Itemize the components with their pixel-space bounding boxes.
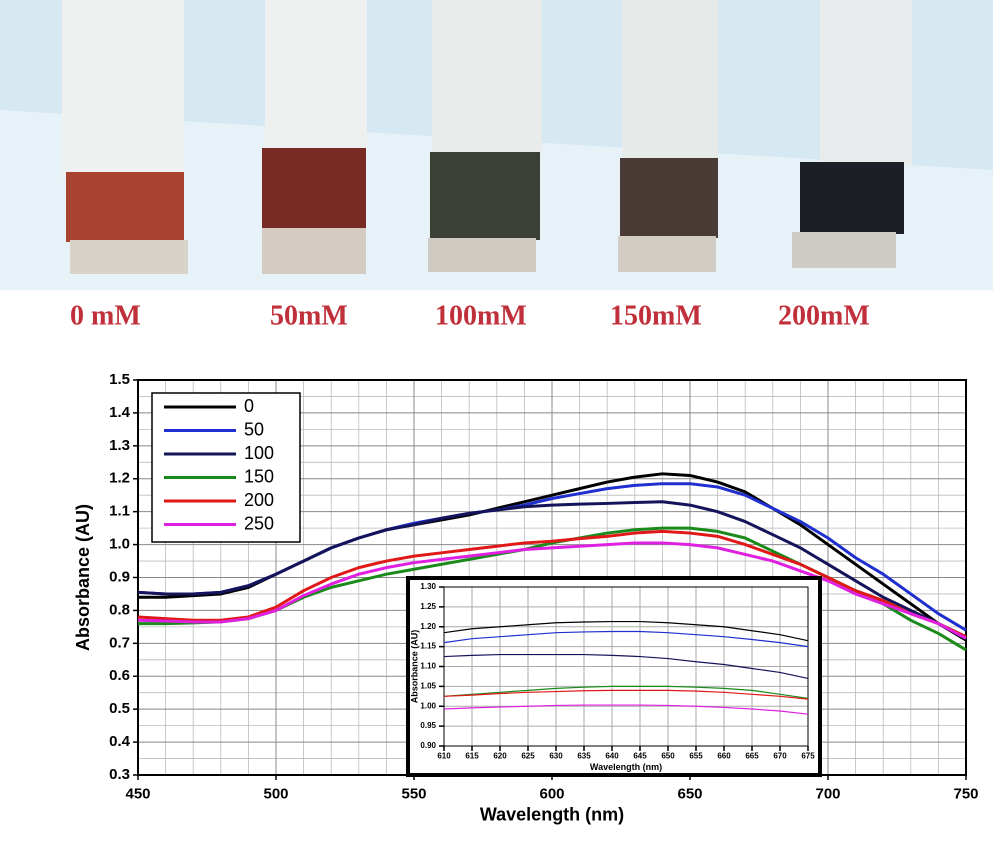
y-tick-label: 1.30 — [420, 582, 436, 591]
x-tick-label: 615 — [465, 752, 479, 761]
x-tick-label: 550 — [401, 785, 426, 802]
y-tick-label: 0.95 — [420, 721, 436, 730]
series-line — [443, 704, 809, 715]
series-line — [443, 653, 809, 680]
legend-label: 200 — [244, 490, 274, 510]
x-tick-label: 640 — [605, 752, 619, 761]
y-tick-label: 0.3 — [109, 766, 130, 783]
x-tick-label: 650 — [677, 785, 702, 802]
x-tick-label: 675 — [801, 752, 815, 761]
y-tick-label: 1.4 — [109, 404, 131, 421]
x-tick-label: 645 — [633, 752, 647, 761]
y-tick-label: 0.5 — [109, 700, 130, 717]
vial — [428, 0, 542, 272]
y-tick-label: 1.3 — [109, 437, 130, 454]
vial-photo — [0, 0, 993, 290]
y-tick-label: 1.5 — [109, 371, 130, 388]
vial — [792, 0, 912, 268]
x-tick-label: 625 — [521, 752, 535, 761]
photo-label: 150mM — [610, 300, 702, 331]
series-line — [137, 541, 967, 640]
y-tick-label: 0.8 — [109, 601, 130, 618]
legend-label: 0 — [244, 396, 254, 416]
legend-box — [151, 392, 301, 543]
legend-label: 50 — [244, 419, 264, 439]
x-tick-label: 600 — [539, 785, 564, 802]
vial — [262, 0, 367, 274]
x-axis-label: Wavelength (nm) — [480, 804, 624, 824]
line-chart: 610 615 620 625 630 635 640 645 650 655 660 665 670 6… — [406, 576, 822, 777]
y-tick-label: 1.1 — [109, 503, 130, 520]
y-tick-label: 1.0 — [109, 536, 130, 553]
inset-frame — [406, 576, 822, 777]
x-tick-label: 500 — [263, 785, 288, 802]
y-tick-label: 0.4 — [109, 733, 131, 750]
y-tick-label: 1.10 — [420, 662, 436, 671]
vial — [618, 0, 718, 272]
photo-label: 200mM — [778, 300, 870, 331]
y-tick-label: 1.15 — [420, 642, 436, 651]
y-tick-label: 1.05 — [420, 681, 436, 690]
charts: 450 500 550 600 650 700 7500.30.40.50.60.70.80… — [73, 371, 979, 824]
x-tick-label: 655 — [689, 752, 703, 761]
photo-label: 50mM — [270, 300, 348, 331]
x-tick-label: 650 — [661, 752, 675, 761]
y-tick-label: 0.6 — [109, 667, 130, 684]
series-line — [443, 685, 809, 699]
photo-label: 100mM — [435, 300, 527, 331]
y-axis-label: Absorbance (AU) — [410, 630, 420, 704]
x-tick-label: 660 — [717, 752, 731, 761]
y-tick-label: 0.90 — [420, 741, 436, 750]
x-tick-label: 750 — [953, 785, 978, 802]
x-tick-label: 665 — [745, 752, 759, 761]
x-tick-label: 630 — [549, 752, 563, 761]
x-tick-label: 635 — [577, 752, 591, 761]
series-line — [137, 500, 967, 639]
series-line — [137, 529, 967, 639]
x-tick-label: 450 — [125, 785, 150, 802]
y-tick-label: 0.7 — [109, 634, 130, 651]
series-line — [443, 689, 809, 700]
photo-label: 0 mM — [70, 300, 141, 331]
series-line — [443, 620, 809, 642]
y-tick-label: 1.00 — [420, 701, 436, 710]
series-line — [443, 630, 809, 648]
x-tick-label: 610 — [437, 752, 451, 761]
x-tick-label: 700 — [815, 785, 840, 802]
x-tick-label: 620 — [493, 752, 507, 761]
x-axis-label: Wavelength (nm) — [590, 762, 662, 772]
y-tick-label: 0.9 — [109, 568, 130, 585]
y-tick-label: 1.2 — [109, 470, 130, 487]
x-tick-label: 670 — [773, 752, 787, 761]
photo-labels: 0 mM 50mM 100mM 150mM 200mM — [70, 300, 870, 331]
legend-label: 100 — [244, 443, 274, 463]
legend-label: 250 — [244, 513, 274, 533]
plot-frame — [443, 586, 809, 747]
y-tick-label: 1.20 — [420, 622, 436, 631]
vial — [62, 0, 188, 274]
legend-label: 150 — [244, 466, 274, 486]
y-tick-label: 1.25 — [420, 602, 436, 611]
y-axis-label: Absorbance (AU) — [73, 504, 93, 651]
